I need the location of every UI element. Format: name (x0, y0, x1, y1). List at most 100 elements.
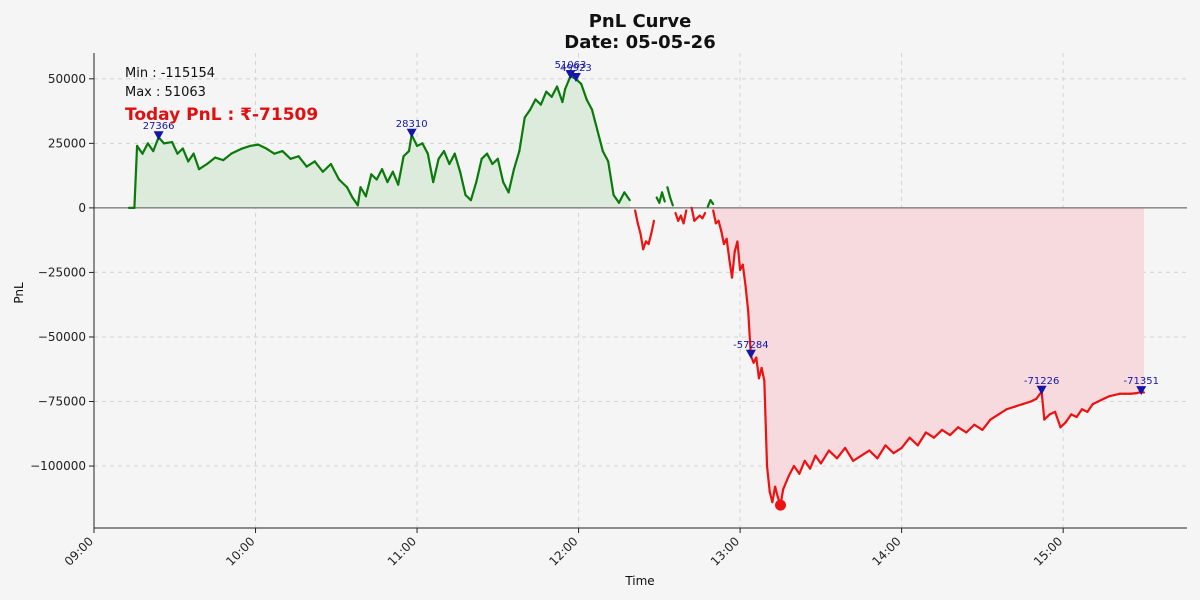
pnl-segment (453, 152, 462, 173)
pnl-segment (634, 209, 639, 225)
y-tick-label: 25000 (48, 136, 86, 150)
peak-annotation-label: 51063 (555, 60, 587, 71)
pnl-segment (459, 170, 467, 197)
pnl-segment (669, 196, 674, 207)
max-stat: Max : 51063 (125, 85, 206, 100)
pnl-segment (798, 459, 806, 475)
pnl-segment (916, 431, 927, 447)
pnl-segment (884, 444, 895, 455)
pnl-segment (141, 142, 149, 155)
pnl-segment (787, 464, 796, 478)
pnl-segment (580, 82, 588, 101)
pnl-segment (289, 155, 300, 160)
pnl-segment (550, 85, 559, 98)
pnl-segment (973, 423, 984, 432)
pnl-segment (989, 413, 1000, 421)
pnl-segment (760, 366, 766, 382)
pnl-segment (617, 191, 626, 204)
pnl-segment (240, 144, 252, 150)
pnl-segment (1005, 405, 1016, 411)
min-point-marker (774, 499, 786, 511)
pnl-segment (690, 206, 696, 222)
pnl-segment (507, 168, 516, 194)
pnl-segment (391, 170, 400, 186)
pnl-segment (792, 464, 801, 475)
pnl-segment (868, 449, 879, 460)
pnl-segment (744, 284, 750, 313)
pnl-segment (146, 142, 155, 153)
pnl-segment (386, 170, 394, 184)
pnl-segment (835, 446, 847, 460)
y-axis-ticks: 50000 25000 0 −25000 −50000 −75000 −100000 (30, 72, 94, 473)
pnl-segment (273, 149, 284, 155)
pnl-segment (747, 310, 752, 357)
pnl-segment (265, 147, 276, 155)
pnl-segment (437, 149, 446, 160)
pnl-segment (321, 162, 333, 173)
pnl-segment (666, 186, 672, 199)
pnl-segment (442, 149, 451, 166)
pnl-segment (892, 446, 903, 455)
pnl-segment (1075, 408, 1084, 419)
pnl-segment (410, 133, 419, 148)
pnl-segment (485, 152, 494, 166)
peak-marker-icon (1136, 386, 1147, 396)
pnl-segment (469, 180, 478, 202)
pnl-segment (475, 157, 483, 184)
pnl-segment (585, 98, 594, 111)
pnl-segment (432, 157, 440, 184)
pnl-segment (370, 173, 378, 181)
pnl-segment (197, 162, 209, 171)
y-tick-label: 0 (78, 201, 86, 215)
peak-annotation-label: -71226 (1024, 376, 1059, 387)
pnl-segment (814, 454, 822, 465)
today-pnl: Today PnL : ₹-71509 (125, 105, 318, 125)
pnl-segment (375, 168, 384, 181)
pnl-segment (852, 454, 863, 462)
area-fills (128, 76, 1144, 506)
pnl-segment (380, 168, 389, 184)
pnl-segment (187, 152, 195, 163)
pnl-segment (534, 98, 542, 106)
peak-marker-icon (153, 131, 164, 141)
peak-annotation-label: -57284 (733, 340, 768, 351)
pnl-segment (717, 219, 723, 233)
peak-marker-icon (565, 70, 576, 80)
y-tick-label: −25000 (38, 265, 86, 279)
pnl-segment (313, 160, 324, 173)
pnl-segment (900, 436, 911, 450)
pnl-segment (730, 250, 736, 279)
pnl-segment (741, 263, 747, 287)
pnl-segment (192, 152, 201, 171)
positive-area (128, 76, 630, 208)
y-tick-label: −100000 (30, 459, 86, 473)
pnl-segment (529, 98, 537, 111)
pnl-segment (407, 133, 413, 153)
pnl-segment (152, 136, 160, 153)
pnl-segment (337, 178, 349, 189)
pnl-segment (701, 211, 707, 220)
pnl-segment (249, 143, 260, 148)
y-tick-label: −50000 (38, 330, 86, 344)
pnl-segment (205, 156, 217, 166)
chart-subtitle: Date: 05-05-26 (564, 32, 715, 53)
peak-marker-icon (1036, 385, 1047, 395)
pnl-segment (257, 143, 268, 150)
pnl-segment (297, 155, 308, 168)
pnl-segment (135, 144, 144, 155)
pnl-segment (162, 140, 174, 145)
peak-annotation-label: 49923 (560, 63, 592, 74)
pnl-segment (1086, 402, 1094, 413)
y-tick-label: −75000 (38, 395, 86, 409)
pnl-segment (545, 90, 553, 98)
pnl-segment (1040, 390, 1046, 421)
pnl-segment (561, 88, 567, 104)
pnl-segment (908, 436, 919, 447)
pnl-segment (782, 475, 790, 491)
pnl-segment (1059, 421, 1067, 429)
pnl-segment (803, 459, 812, 470)
pnl-segment (623, 191, 631, 202)
pnl-segment (305, 160, 316, 168)
pnl-segment (827, 449, 839, 460)
pnl-segment (940, 428, 952, 437)
